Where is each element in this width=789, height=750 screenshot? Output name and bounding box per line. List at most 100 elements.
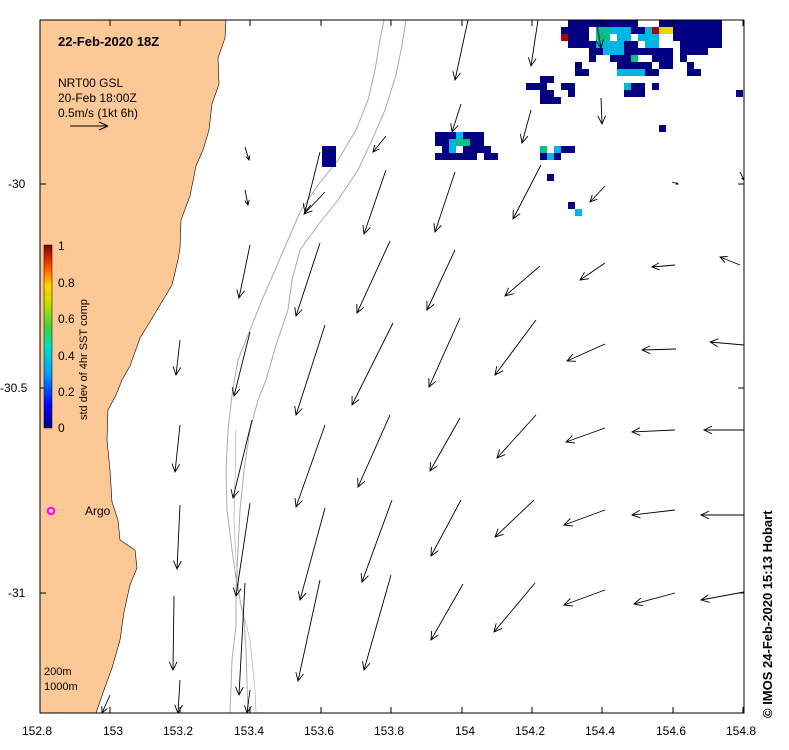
sst-pixel <box>617 34 624 41</box>
sst-pixel <box>610 41 617 48</box>
sst-pixel <box>617 62 624 69</box>
argo-float-marker[interactable] <box>46 506 56 516</box>
sst-pixel <box>589 48 596 55</box>
current-vector-arrow <box>244 146 251 162</box>
sst-pixel <box>694 34 701 41</box>
current-vector-arrow <box>450 103 462 133</box>
sst-pixel <box>617 48 624 55</box>
sst-pixel <box>435 153 442 160</box>
currents-time: 20-Feb 18:00Z <box>58 91 137 105</box>
sst-pixel <box>680 20 687 27</box>
sst-pixel <box>554 146 561 153</box>
sst-pixel <box>456 153 463 160</box>
sst-pixel <box>659 55 666 62</box>
vector-scale-arrow <box>70 121 109 131</box>
sst-pixel <box>638 34 645 41</box>
current-vector-arrow <box>231 331 251 398</box>
sst-pixel <box>442 139 449 146</box>
sst-pixel <box>554 153 561 160</box>
current-vector-arrow <box>519 109 532 145</box>
sst-pixel <box>568 41 575 48</box>
current-vector-arrow <box>230 419 253 500</box>
sst-pixel <box>540 76 547 83</box>
current-vector-arrow <box>430 499 462 557</box>
sst-pixel <box>645 48 652 55</box>
sst-pixel <box>701 41 708 48</box>
sst-pixel <box>596 48 603 55</box>
sst-pixel <box>547 97 554 104</box>
current-vector-arrow <box>739 171 744 181</box>
sst-pixel <box>624 48 631 55</box>
sst-pixel <box>659 34 666 41</box>
sst-pixel <box>575 209 582 216</box>
sst-pixel <box>687 34 694 41</box>
sst-pixel <box>708 41 715 48</box>
sst-pixel <box>322 153 329 160</box>
sst-pixel <box>477 146 484 153</box>
sst-pixel <box>526 83 533 90</box>
current-vector-arrow <box>294 424 326 508</box>
current-vector-arrow <box>430 583 464 641</box>
sst-pixel <box>561 146 568 153</box>
sst-pixel <box>694 20 701 27</box>
sst-pixel <box>638 62 645 69</box>
sst-pixel <box>694 27 701 34</box>
imos-credit: © IMOS 24-Feb-2020 15:13 Hobart <box>760 510 775 718</box>
sst-pixel <box>463 132 470 139</box>
sst-pixel <box>631 48 638 55</box>
current-vector-arrow <box>244 189 250 207</box>
sst-pixel <box>603 27 610 34</box>
current-vector-arrow <box>702 425 744 435</box>
sst-pixel <box>715 34 722 41</box>
current-vector-arrow <box>494 319 537 376</box>
sst-pixel <box>687 41 694 48</box>
x-tick-label-154-2: 154.2 <box>515 724 546 738</box>
sst-pixel <box>596 41 603 48</box>
current-vector-arrow <box>699 591 744 603</box>
map-date-title: 22-Feb-2020 18Z <box>58 34 160 49</box>
sst-pixel <box>659 62 666 69</box>
sst-pixel <box>652 48 659 55</box>
current-vector-arrow <box>351 322 394 406</box>
sst-pixel <box>470 153 477 160</box>
axis-ticks <box>39 20 744 713</box>
colorbar-tick-0-6: 0.6 <box>58 312 75 326</box>
argo-label: Argo <box>85 504 111 518</box>
sst-pixel <box>638 90 645 97</box>
current-vector-arrow <box>699 510 744 520</box>
sst-pixel <box>715 27 722 34</box>
current-vector-arrow <box>633 592 676 607</box>
colorbar <box>43 244 53 429</box>
sst-pixel <box>666 62 673 69</box>
sst-pixel <box>631 90 638 97</box>
sst-pixel <box>617 27 624 34</box>
vector-scale-label: 0.5m/s (1kt 6h) <box>58 106 139 120</box>
sst-pixel <box>610 55 617 62</box>
sst-pixel <box>631 83 638 90</box>
colorbar-tick-0-4: 0.4 <box>58 349 75 363</box>
sst-pixel <box>687 20 694 27</box>
sst-pixel <box>603 34 610 41</box>
sst-pixel <box>491 153 498 160</box>
sst-pixel <box>435 132 442 139</box>
sst-pixel <box>687 69 694 76</box>
current-vector-arrow <box>597 97 607 126</box>
sst-pixel <box>659 41 666 48</box>
sst-pixel <box>659 125 666 132</box>
sst-pixel <box>575 69 582 76</box>
sst-pixel <box>645 41 652 48</box>
sst-pixel <box>561 34 568 41</box>
current-vector-arrow <box>101 694 111 713</box>
current-vector-arrow <box>362 574 392 671</box>
x-tick-label-154-8: 154.8 <box>726 724 757 738</box>
sst-pixel <box>568 146 575 153</box>
sst-pixel <box>715 41 722 48</box>
sst-stddev-pixels <box>322 20 743 216</box>
current-vector-arrow <box>496 414 537 459</box>
sst-pixel <box>666 41 673 48</box>
sst-pixel <box>680 27 687 34</box>
sst-pixel <box>631 62 638 69</box>
sst-pixel <box>645 62 652 69</box>
isobath-inner <box>233 429 257 713</box>
sst-pixel <box>575 27 582 34</box>
